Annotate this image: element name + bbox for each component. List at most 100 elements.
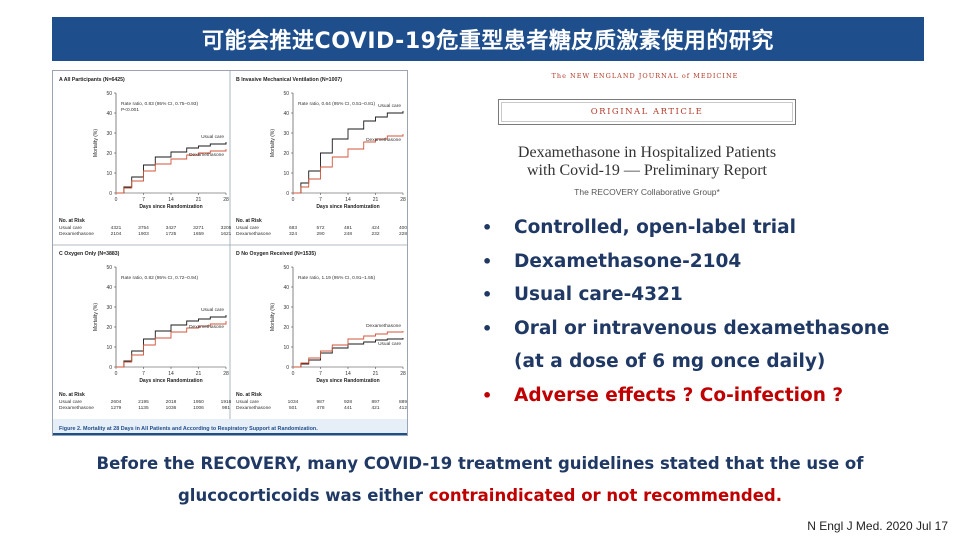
x-axis-title: Days since Randomization [316,204,379,210]
x-tick-label: 28 [400,197,406,203]
risk-value: 1621 [221,231,232,237]
bullet-item: • Controlled, open-label trial [478,211,918,245]
risk-value: 928 [344,399,352,405]
y-tick-label: 10 [106,171,112,177]
x-tick-label: 14 [345,371,351,377]
slide-title-bar: 可能会推进COVID-19危重型患者糖皮质激素使用的研究 [52,17,924,61]
risk-value: 400 [399,225,407,231]
article-title-line-1: Dexamethasone in Hospitalized Patients [517,144,777,161]
x-tick-label: 14 [168,371,174,377]
x-tick-label: 0 [292,371,295,377]
risk-value: 2104 [111,231,122,237]
y-axis-title: Mortality (%) [270,303,276,331]
risk-value: 424 [371,225,379,231]
risk-value: 3427 [166,225,177,231]
risk-row-label: Usual care [236,225,259,231]
risk-value: 1659 [193,231,204,237]
y-tick-label: 0 [109,365,112,371]
y-tick-label: 40 [106,111,112,117]
y-tick-label: 50 [106,91,112,97]
risk-value: 3271 [193,225,204,231]
bullet-text: (at a dose of 6 mg once daily) [514,351,826,373]
rate-ratio-text: Rate ratio, 0.82 (95% CI, 0.72–0.94) [121,275,198,281]
series-label: Dexamethasone [189,324,224,330]
risk-value: 1034 [288,399,299,405]
x-tick-label: 7 [319,371,322,377]
y-tick-label: 50 [283,91,289,97]
bullet-text: Oral or intravenous dexamethasone [514,317,890,339]
x-axis-title: Days since Randomization [139,204,202,210]
risk-value: 889 [399,399,407,405]
risk-row-label: Dexamethasone [236,231,271,237]
risk-value: 4321 [111,225,122,231]
panel-title: B Invasive Mechanical Ventilation (N=100… [236,77,342,83]
risk-value: 2018 [166,399,177,405]
bullet-text: Adverse effects ? Co-infection ? [514,384,844,406]
no-at-risk-label: No. at Risk [236,218,262,224]
series-label: Usual care [201,134,224,140]
x-tick-label: 0 [115,371,118,377]
risk-value: 2604 [111,399,122,405]
x-tick-label: 0 [115,197,118,203]
y-tick-label: 10 [283,171,289,177]
article-authors: The RECOVERY Collaborative Group* [574,187,720,197]
bullet-item: • Oral or intravenous dexamethasone [478,312,918,346]
rate-ratio-text: Rate ratio, 1.19 (95% CI, 0.91–1.55) [298,275,375,281]
y-tick-label: 10 [283,345,289,351]
x-tick-label: 21 [196,371,202,377]
risk-value: 1006 [193,405,204,411]
caption-background [53,419,407,435]
risk-value: 421 [371,405,379,411]
y-tick-label: 50 [106,265,112,271]
dexamethasone-curve [293,331,404,368]
article-title-line-2: with Covid-19 — Preliminary Report [527,162,767,179]
figure-caption: Figure 2. Mortality at 28 Days in All Pa… [59,426,318,432]
panel-title: A All Participants (N=6425) [59,77,125,83]
panel-title: C Oxygen Only (N=3883) [59,251,120,257]
risk-value: 3754 [138,225,149,231]
bullet-item-highlight: • Adverse effects ? Co-infection ? [478,379,918,413]
x-tick-label: 28 [223,371,229,377]
x-tick-label: 7 [319,197,322,203]
x-tick-label: 14 [345,197,351,203]
risk-value: 897 [371,399,379,405]
usual-care-curve [116,142,227,194]
no-at-risk-label: No. at Risk [59,392,85,398]
risk-value: 1135 [138,405,149,411]
risk-value: 232 [371,231,379,237]
y-tick-label: 20 [283,325,289,331]
risk-value: 987 [316,399,324,405]
risk-row-label: Usual care [236,399,259,405]
risk-value: 1279 [111,405,122,411]
risk-value: 412 [399,405,407,411]
x-tick-label: 21 [373,371,379,377]
risk-value: 501 [289,405,297,411]
bullet-item: • Dexamethasone-2104 [478,245,918,279]
y-tick-label: 30 [283,131,289,137]
risk-value: 572 [316,225,324,231]
bullet-dot: • [482,285,493,305]
risk-value: 248 [344,231,352,237]
bullet-item: • Usual care-4321 [478,278,918,312]
article-type-box: ORIGINAL ARTICLE [498,99,796,125]
y-axis-title: Mortality (%) [270,129,276,157]
y-tick-label: 50 [283,265,289,271]
bullet-dot: • [482,318,493,338]
series-label: Usual care [201,307,224,313]
risk-value: 1950 [193,399,204,405]
rate-ratio-text: P<0.001 [121,107,139,113]
y-axis-title: Mortality (%) [93,303,99,331]
rate-ratio-text: Rate ratio, 0.64 (95% CI, 0.51–0.81) [298,101,375,107]
risk-value: 1903 [138,231,149,237]
x-tick-label: 21 [373,197,379,203]
risk-row-label: Dexamethasone [236,405,271,411]
y-tick-label: 20 [283,151,289,157]
risk-value: 478 [316,405,324,411]
risk-value: 290 [316,231,324,237]
risk-value: 324 [289,231,297,237]
bullet-item-continuation: (at a dose of 6 mg once daily) [478,345,918,379]
risk-value: 1916 [221,399,232,405]
journal-name: The NEW ENGLAND JOURNAL of MEDICINE [551,72,739,80]
y-tick-label: 30 [283,305,289,311]
y-tick-label: 40 [283,111,289,117]
